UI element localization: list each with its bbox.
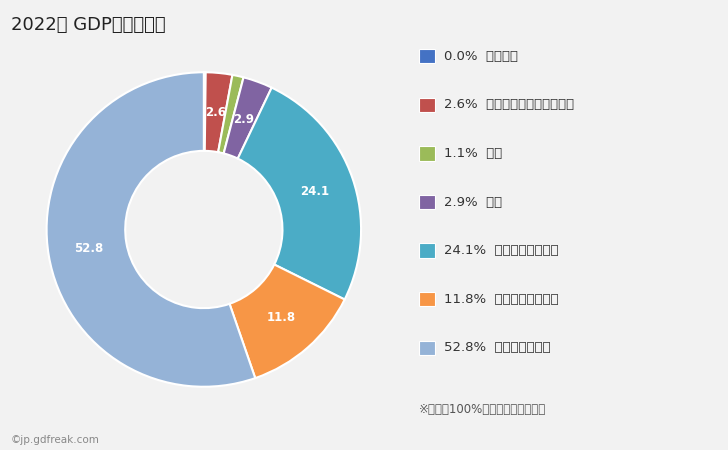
Text: 2022年 GDPの産業構成: 2022年 GDPの産業構成 <box>11 16 165 34</box>
Text: 52.8%  その他サービス: 52.8% その他サービス <box>444 342 550 354</box>
Text: 2.6: 2.6 <box>205 106 226 119</box>
Text: 2.6%  鉱、電・ガス・水・熱等: 2.6% 鉱、電・ガス・水・熱等 <box>444 99 574 111</box>
Text: 0.0%  農林水産: 0.0% 農林水産 <box>444 50 518 63</box>
Text: 11.8: 11.8 <box>266 311 296 324</box>
Text: 24.1: 24.1 <box>300 185 329 198</box>
Wedge shape <box>229 265 344 378</box>
Text: 2.9: 2.9 <box>234 113 255 126</box>
Text: 11.8%  運輸、倉庫、通信: 11.8% 運輸、倉庫、通信 <box>444 293 558 306</box>
Text: 52.8: 52.8 <box>74 243 103 256</box>
Wedge shape <box>47 72 256 387</box>
Wedge shape <box>205 72 232 152</box>
Text: 1.1%  製造: 1.1% 製造 <box>444 147 502 160</box>
Text: 24.1%  商業、飲食、宿泊: 24.1% 商業、飲食、宿泊 <box>444 244 558 257</box>
Text: ©jp.gdfreak.com: ©jp.gdfreak.com <box>11 435 100 445</box>
Text: 2.9%  建設: 2.9% 建設 <box>444 196 502 208</box>
Text: ※合計が100%にならない国がある: ※合計が100%にならない国がある <box>419 403 546 416</box>
Wedge shape <box>204 72 206 151</box>
Wedge shape <box>238 88 361 300</box>
Wedge shape <box>218 75 244 153</box>
Wedge shape <box>223 77 272 158</box>
